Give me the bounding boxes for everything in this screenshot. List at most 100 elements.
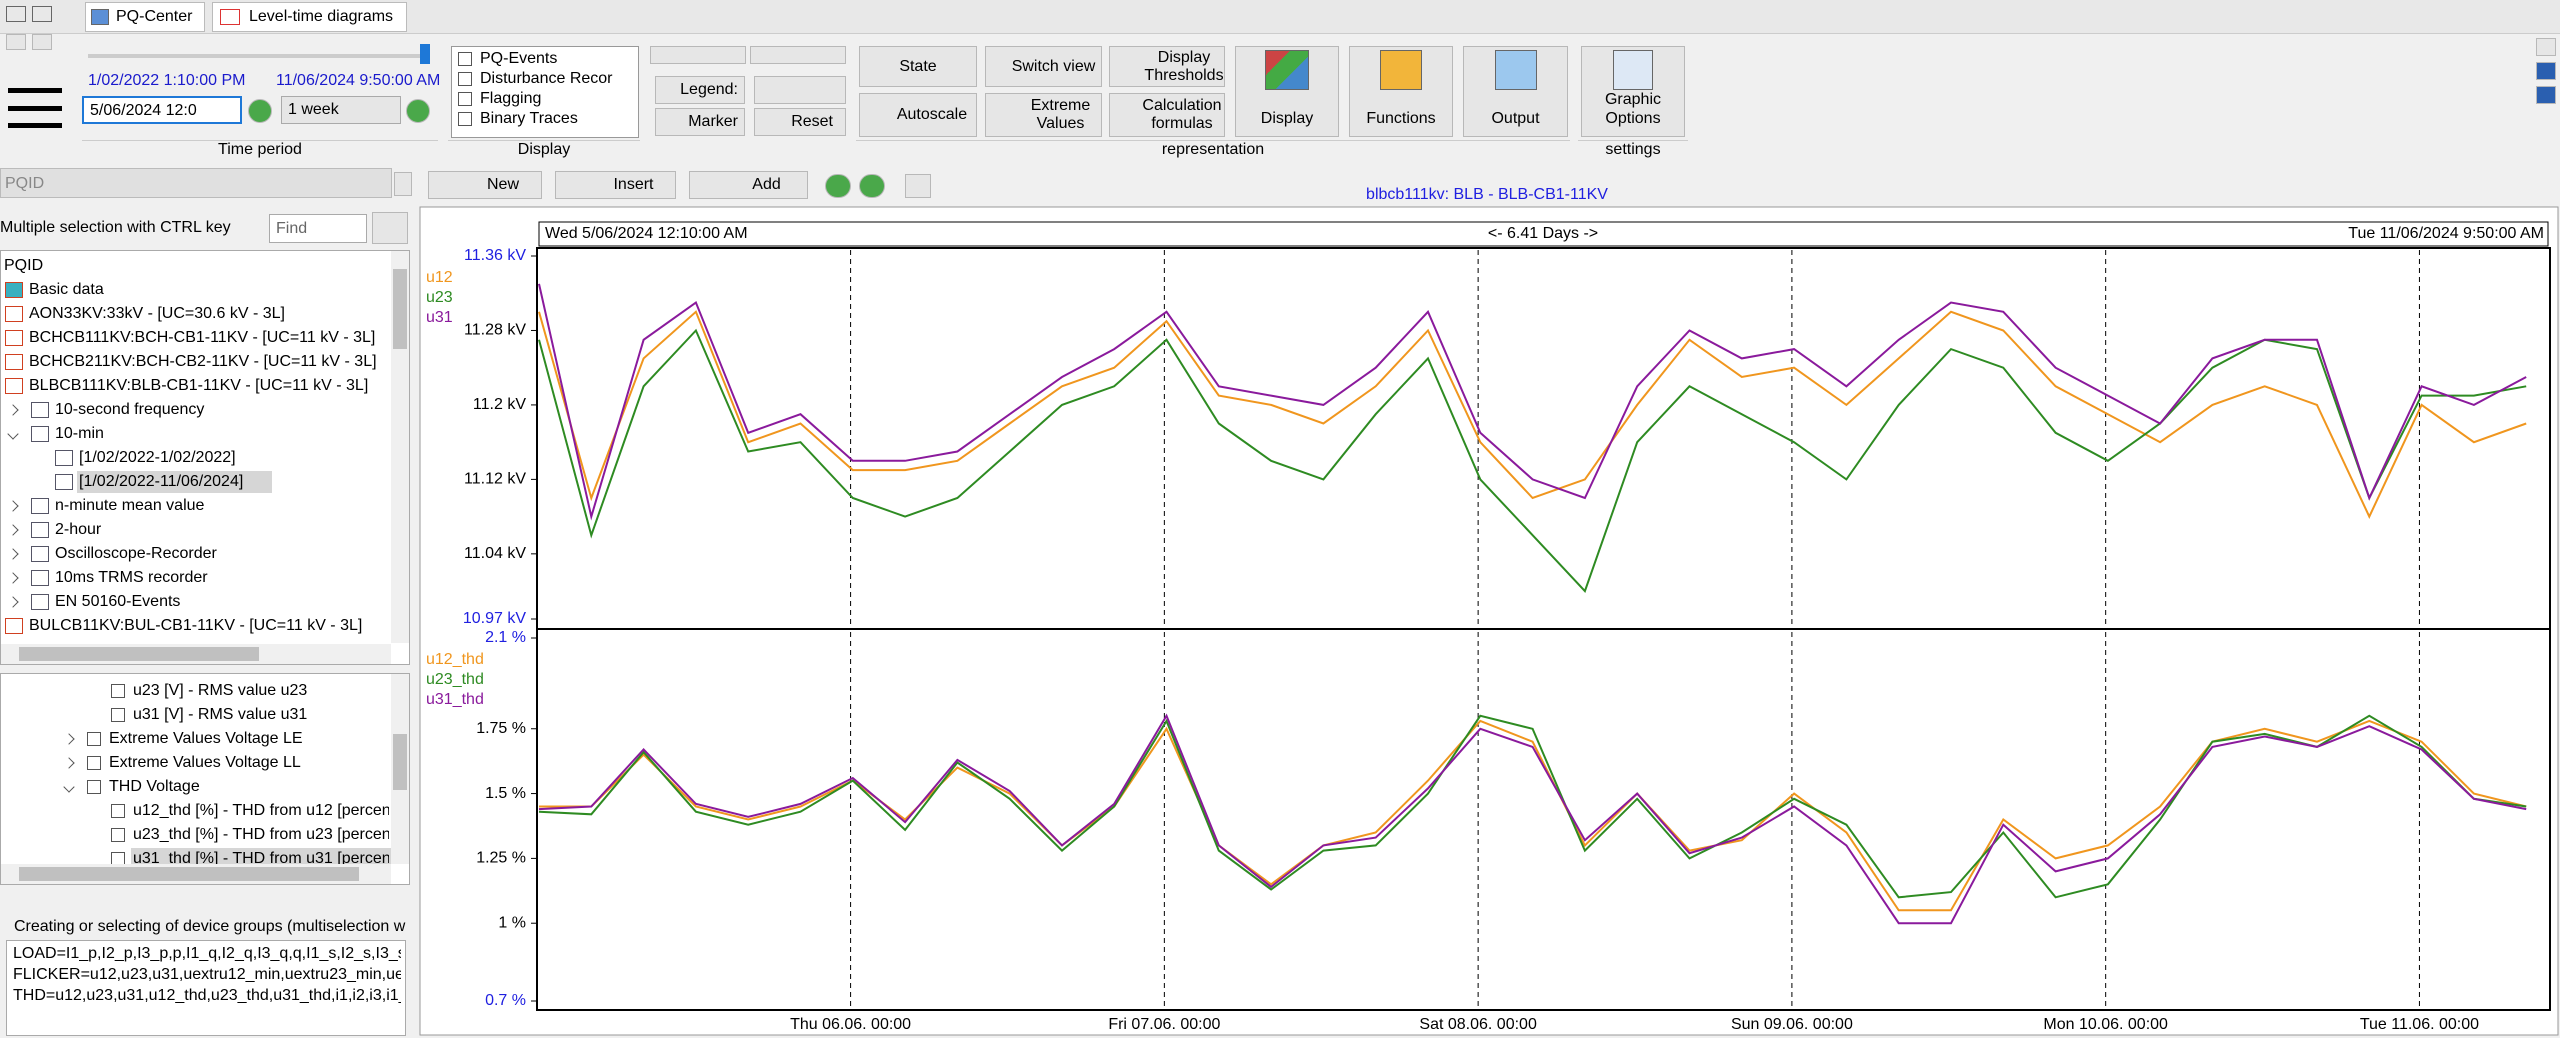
header-strip (538, 221, 2549, 247)
y-tick-label: 1.75 % (476, 720, 526, 737)
side-icon[interactable] (2536, 38, 2556, 56)
tree-item[interactable]: BULCB11KV:BUL-CB1-11KV - [UC=11 kV - 3L] (29, 617, 363, 634)
prev-chart[interactable] (825, 174, 851, 198)
next-chart[interactable] (859, 174, 885, 198)
move-button[interactable] (754, 76, 846, 104)
tree-item[interactable]: AON33KV:33kV - [UC=30.6 kV - 3L] (29, 305, 285, 322)
channel-item[interactable]: Extreme Values Voltage LL (109, 754, 301, 771)
tree-icon (5, 354, 23, 370)
group-label: settings (1578, 140, 1688, 160)
tree-item[interactable]: 2-hour (55, 521, 102, 538)
channel-item[interactable]: THD Voltage (109, 778, 200, 795)
checkbox[interactable] (458, 52, 472, 66)
tree-item[interactable]: [1/02/2022-11/06/2024] (79, 473, 244, 490)
thresholds-button[interactable]: Display Thresholds (1109, 46, 1225, 87)
header-end: Tue 11/06/2024 9:50:00 AM (2348, 225, 2544, 242)
channel-item[interactable]: u23 [V] - RMS value u23 (133, 682, 308, 699)
group-line[interactable]: LOAD=I1_p,I2_p,I3_p,p,I1_q,I2_q,I3_q,q,I… (13, 945, 401, 962)
window-icon[interactable] (32, 6, 52, 22)
channel-item[interactable]: Extreme Values Voltage LE (109, 730, 303, 747)
checkbox[interactable] (458, 72, 472, 86)
collapse-button[interactable] (394, 172, 412, 196)
channel-item[interactable]: u12_thd [%] - THD from u12 [percen (133, 802, 389, 819)
search-button[interactable] (372, 212, 408, 244)
tree-item[interactable]: n-minute mean value (55, 497, 205, 514)
group-line[interactable]: FLICKER=u12,u23,u31,uextru12_min,uextru2… (13, 966, 401, 983)
checkbox[interactable] (111, 708, 125, 722)
range-combo[interactable]: 1 week (281, 96, 401, 124)
extreme-values-button[interactable]: Extreme Values (985, 93, 1102, 137)
new-button[interactable]: New (428, 171, 542, 199)
tree-item[interactable]: [1/02/2022-1/02/2022] (79, 449, 236, 466)
add-button[interactable]: Add (689, 171, 808, 199)
expander[interactable] (7, 596, 19, 608)
checkbox[interactable] (111, 804, 125, 818)
menu-button[interactable] (8, 88, 62, 128)
tree-item[interactable]: EN 50160-Events (55, 593, 181, 610)
channel-item[interactable]: u31_thd [%] - THD from u31 [percen (133, 850, 389, 867)
state-button[interactable]: State (859, 46, 977, 87)
expander[interactable] (63, 733, 75, 745)
checkbox[interactable] (111, 828, 125, 842)
tree-icon (31, 546, 49, 562)
tree-icon (5, 330, 23, 346)
tree-item[interactable]: Oscilloscope-Recorder (55, 545, 217, 562)
y-tick-label: 11.12 kV (464, 471, 526, 488)
checkbox[interactable] (87, 756, 101, 770)
legend-label: u31 (426, 309, 453, 326)
expander[interactable] (7, 524, 19, 536)
tree-item[interactable]: Basic data (29, 281, 104, 298)
tree-icon (5, 306, 23, 322)
checkbox[interactable] (458, 112, 472, 126)
date-input[interactable]: 5/06/2024 12:0 (82, 96, 242, 124)
tree-item[interactable]: 10-min (55, 425, 104, 442)
side-icon[interactable] (2536, 86, 2556, 104)
prev-button[interactable] (248, 99, 272, 123)
tab[interactable]: Level-time diagrams (212, 2, 407, 32)
reset-button[interactable]: Reset (754, 108, 846, 136)
next-button[interactable] (406, 99, 430, 123)
expander[interactable] (7, 404, 19, 416)
calc-formulas-button[interactable]: Calculation formulas (1109, 93, 1225, 137)
expander[interactable] (7, 572, 19, 584)
switch-view-button[interactable]: Switch view (985, 46, 1102, 87)
checkbox[interactable] (111, 684, 125, 698)
marker-button[interactable]: Marker (655, 108, 745, 136)
scroll-right[interactable] (750, 46, 846, 64)
slider[interactable] (88, 54, 428, 58)
scroll-left[interactable] (650, 46, 746, 64)
side-icon[interactable] (2536, 62, 2556, 80)
tree-item[interactable]: 10-second frequency (55, 401, 205, 418)
window-icon[interactable] (6, 6, 26, 22)
checkbox[interactable] (87, 780, 101, 794)
checkbox[interactable] (458, 92, 472, 106)
tree-item[interactable]: BCHCB111KV:BCH-CB1-11KV - [UC=11 kV - 3L… (29, 329, 376, 346)
slider-thumb[interactable] (420, 44, 430, 64)
tree-item[interactable]: 10ms TRMS recorder (55, 569, 208, 586)
nav-left[interactable] (6, 34, 26, 50)
expander[interactable] (63, 781, 75, 793)
y-tick-label: 11.36 kV (464, 247, 526, 264)
tree-item[interactable]: BLBCB111KV:BLB-CB1-11KV - [UC=11 kV - 3L… (29, 377, 369, 394)
legend-button[interactable]: Legend: (655, 76, 745, 104)
expander[interactable] (63, 757, 75, 769)
expander[interactable] (7, 500, 19, 512)
checkbox[interactable] (87, 732, 101, 746)
channel-item[interactable]: u31 [V] - RMS value u31 (133, 706, 308, 723)
display-list (451, 46, 639, 138)
scroll-thumb (393, 734, 407, 790)
expander[interactable] (7, 548, 19, 560)
expander[interactable] (7, 428, 19, 440)
autoscale-button[interactable]: Autoscale (859, 93, 977, 137)
scroll-chart[interactable] (905, 174, 931, 198)
tree-item[interactable]: PQID (4, 257, 44, 274)
nav-right[interactable] (32, 34, 52, 50)
group-line[interactable]: THD=u12,u23,u31,u12_thd,u23_thd,u31_thd,… (13, 987, 401, 1004)
pqid-combo[interactable]: PQID (0, 168, 392, 198)
chart: Wed 5/06/2024 12:10:00 AM <- 6.41 Days -… (419, 206, 2559, 1036)
find-input[interactable]: Find (269, 214, 367, 243)
tree-item[interactable]: BCHCB211KV:BCH-CB2-11KV - [UC=11 kV - 3L… (29, 353, 377, 370)
series-line (538, 714, 2527, 899)
channel-item[interactable]: u23_thd [%] - THD from u23 [percen (133, 826, 389, 843)
insert-button[interactable]: Insert (555, 171, 676, 199)
